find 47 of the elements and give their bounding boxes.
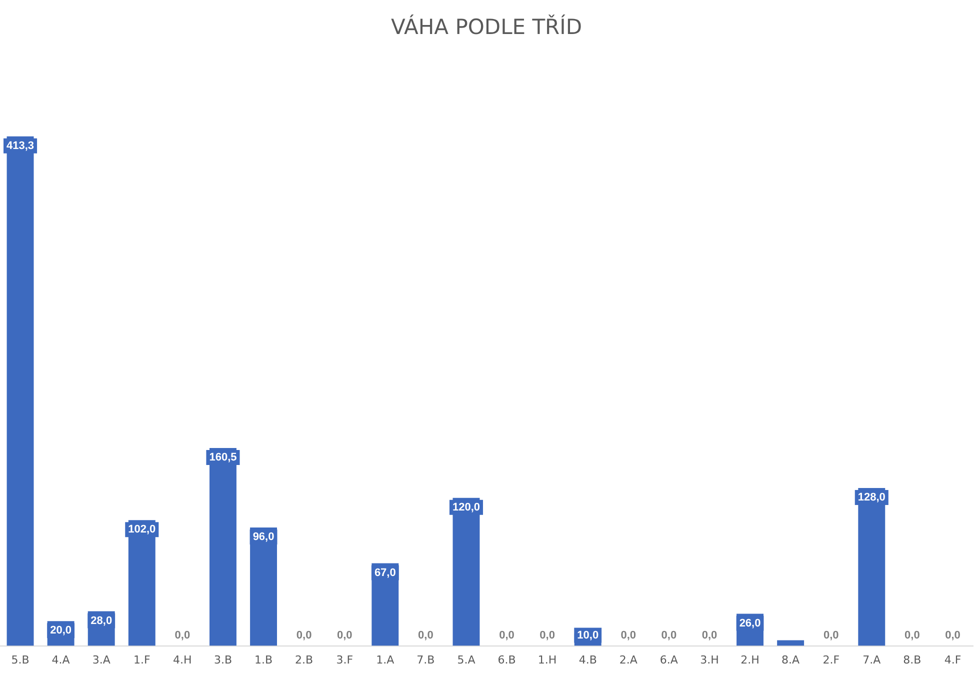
x-tick-label: 6.A (660, 653, 678, 666)
x-tick-label: 2.B (295, 653, 314, 666)
data-label: 0,0 (661, 629, 677, 642)
data-label: 0,0 (702, 629, 718, 642)
x-tick-label: 3.A (92, 653, 111, 666)
x-tick-label: 8.B (903, 653, 922, 666)
x-tick-label: 4.A (52, 653, 70, 666)
x-tick-label: 2.H (740, 653, 760, 666)
x-tick-label: 3.F (336, 653, 354, 666)
data-label: 102,0 (128, 524, 156, 536)
data-label: 0,0 (823, 629, 839, 642)
x-tick-label: 1.H (538, 653, 557, 666)
data-label: 0,0 (296, 629, 312, 642)
data-label: 0,0 (904, 629, 920, 642)
x-tick-label: 5.A (457, 653, 476, 666)
x-tick-label: 8.A (782, 653, 800, 666)
data-label: 0,0 (540, 629, 555, 642)
data-label: 0,0 (499, 629, 514, 642)
data-label: 120,0 (452, 501, 480, 514)
data-label: 0,0 (336, 629, 352, 642)
x-tick-label: 3.B (214, 653, 232, 666)
x-tick-label: 7.B (416, 653, 435, 666)
x-tick-label: 4.F (944, 653, 962, 666)
x-tick-label: 1.A (376, 653, 395, 666)
data-label: 67,0 (374, 566, 396, 579)
x-tick-label: 2.A (619, 653, 638, 666)
data-label: 413,3 (6, 140, 34, 152)
data-label: 128,0 (858, 492, 886, 504)
x-tick-label: 2.F (822, 653, 840, 666)
x-tick-label: 7.A (862, 653, 882, 666)
x-tick-label: 3.H (700, 653, 719, 666)
x-tick-label: 4.H (173, 653, 192, 666)
x-tick-label: 1.F (133, 653, 150, 666)
x-tick-label: 6.B (498, 653, 516, 666)
data-label: 26,0 (739, 617, 761, 630)
data-label: 0,0 (620, 629, 636, 642)
data-label: 160,5 (209, 452, 237, 464)
data-label: 0,0 (945, 629, 960, 642)
chart-title: VÁHA PODLE TŘÍD (390, 14, 582, 40)
data-label: 0,0 (418, 629, 434, 642)
data-label: 20,0 (50, 624, 72, 637)
x-tick-label: 5.B (11, 653, 30, 666)
x-tick-label: 1.B (254, 653, 273, 666)
data-label: 0,0 (174, 629, 190, 642)
x-tick-label: 4.B (578, 653, 597, 666)
data-label: 28,0 (90, 614, 112, 627)
data-label: 96,0 (252, 531, 274, 544)
